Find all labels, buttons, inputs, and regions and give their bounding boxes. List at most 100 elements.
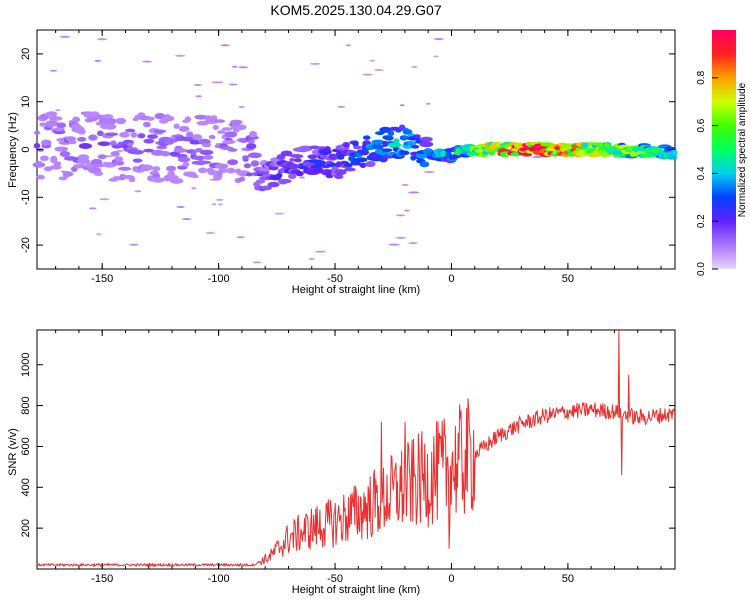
x-tick-label: 0 xyxy=(448,573,454,585)
spectral-blob xyxy=(50,157,58,164)
spectral-blob xyxy=(293,158,302,163)
spectral-blob xyxy=(91,158,103,164)
noise-blob xyxy=(395,214,406,217)
spectral-blob xyxy=(247,139,255,144)
spectral-blob xyxy=(110,150,120,157)
noise-blob xyxy=(211,81,224,84)
noise-blob xyxy=(220,44,230,47)
noise-blob xyxy=(252,261,262,264)
spectral-blob xyxy=(375,144,384,150)
noise-blob xyxy=(231,65,238,68)
spectral-blob xyxy=(289,158,296,162)
spectral-blob xyxy=(142,121,151,128)
noise-blob xyxy=(274,212,285,215)
spectral-blob xyxy=(214,119,226,123)
spectral-blob xyxy=(667,155,678,160)
noise-blob xyxy=(49,69,58,72)
spectral-blob xyxy=(222,139,236,145)
noise-blob xyxy=(218,203,223,206)
spectral-blob xyxy=(199,149,214,156)
spectral-blob xyxy=(343,163,353,167)
colorbar-tick-label: 0.2 xyxy=(696,214,707,228)
spectral-blob xyxy=(192,174,199,179)
x-tick-label: -100 xyxy=(208,573,230,585)
x-tick-label: -50 xyxy=(327,573,343,585)
spectral-blob xyxy=(173,123,180,129)
spectral-blob xyxy=(41,139,52,146)
x-tick-label: 50 xyxy=(562,573,574,585)
noise-blob xyxy=(215,198,224,201)
spectral-blob xyxy=(36,174,45,180)
spectrogram-xlabel: Height of straight line (km) xyxy=(292,284,420,296)
spectral-blob xyxy=(147,134,158,139)
colorbar-tick-label: 0.8 xyxy=(696,70,707,84)
spectral-blob xyxy=(91,163,106,168)
spectral-blob xyxy=(334,169,347,176)
spectral-blob xyxy=(214,163,229,170)
noise-blob xyxy=(142,60,153,63)
spectral-blob xyxy=(164,115,175,122)
spectral-blob xyxy=(87,117,98,122)
spectral-blob xyxy=(173,148,188,153)
spectral-blob xyxy=(137,133,146,139)
spectral-blob xyxy=(97,141,111,147)
spectral-blob xyxy=(348,155,356,162)
colorbar-ticks: 0.0 0.2 0.4 0.6 0.8 xyxy=(696,70,718,276)
snr-ylabel: SNR (v/v) xyxy=(7,428,19,476)
spectral-blob xyxy=(196,120,209,126)
spectral-blob xyxy=(379,126,392,133)
spectral-blob xyxy=(146,116,155,121)
y-tick-label: 800 xyxy=(20,396,32,414)
spectral-blob xyxy=(34,160,43,167)
noise-blob xyxy=(182,218,192,221)
spectral-blob xyxy=(398,150,410,156)
spectral-blob xyxy=(413,134,421,139)
spectral-blob xyxy=(359,162,367,169)
x-tick-label: -150 xyxy=(91,273,113,285)
spectral-blob xyxy=(59,151,71,158)
spectral-blob xyxy=(324,146,331,152)
spectral-blob xyxy=(217,130,226,134)
spectral-blob xyxy=(39,122,46,127)
spectral-blob xyxy=(58,176,68,181)
spectral-blob xyxy=(210,115,218,121)
spectral-blob xyxy=(181,136,195,142)
x-tick-label: -100 xyxy=(208,273,230,285)
colorbar: 0.0 0.2 0.4 0.6 0.8 Normalized spectral ampl… xyxy=(696,30,748,276)
x-tick-label: 0 xyxy=(448,273,454,285)
noise-blob xyxy=(236,236,246,239)
spectral-blob xyxy=(127,142,134,147)
spectral-blob xyxy=(152,166,161,172)
spectral-blob xyxy=(56,122,67,129)
spectral-blob xyxy=(314,159,327,167)
spectral-blob xyxy=(68,139,77,145)
y-tick-label: -10 xyxy=(20,189,32,205)
spectral-blob xyxy=(208,134,216,140)
colorbar-tick-label: 0.4 xyxy=(696,166,707,180)
spectral-blob xyxy=(247,135,259,140)
colorbar-gradient xyxy=(712,30,736,269)
spectral-blob xyxy=(40,155,49,162)
spectral-blob xyxy=(267,181,280,188)
spectral-blob xyxy=(63,171,74,177)
spectral-blob xyxy=(393,138,400,144)
spectral-blob xyxy=(102,114,114,120)
spectral-blob xyxy=(365,160,376,168)
colorbar-tick-label: 0.6 xyxy=(696,118,707,132)
noise-blob xyxy=(175,54,186,57)
noise-blob xyxy=(408,242,418,245)
spectral-blob xyxy=(218,167,229,173)
spectral-blob xyxy=(277,178,292,184)
spectral-blob xyxy=(203,155,214,160)
y-tick-label: 0 xyxy=(20,146,32,152)
y-tick-label: 20 xyxy=(20,48,32,60)
spectral-blob xyxy=(198,167,208,174)
spectral-blob xyxy=(93,171,104,177)
spectral-blob xyxy=(76,136,87,142)
spectral-blob xyxy=(670,149,678,154)
spectral-blob xyxy=(344,167,356,172)
spectral-blob xyxy=(257,167,271,172)
spectral-blob xyxy=(342,141,350,148)
spectral-blob xyxy=(295,170,304,177)
